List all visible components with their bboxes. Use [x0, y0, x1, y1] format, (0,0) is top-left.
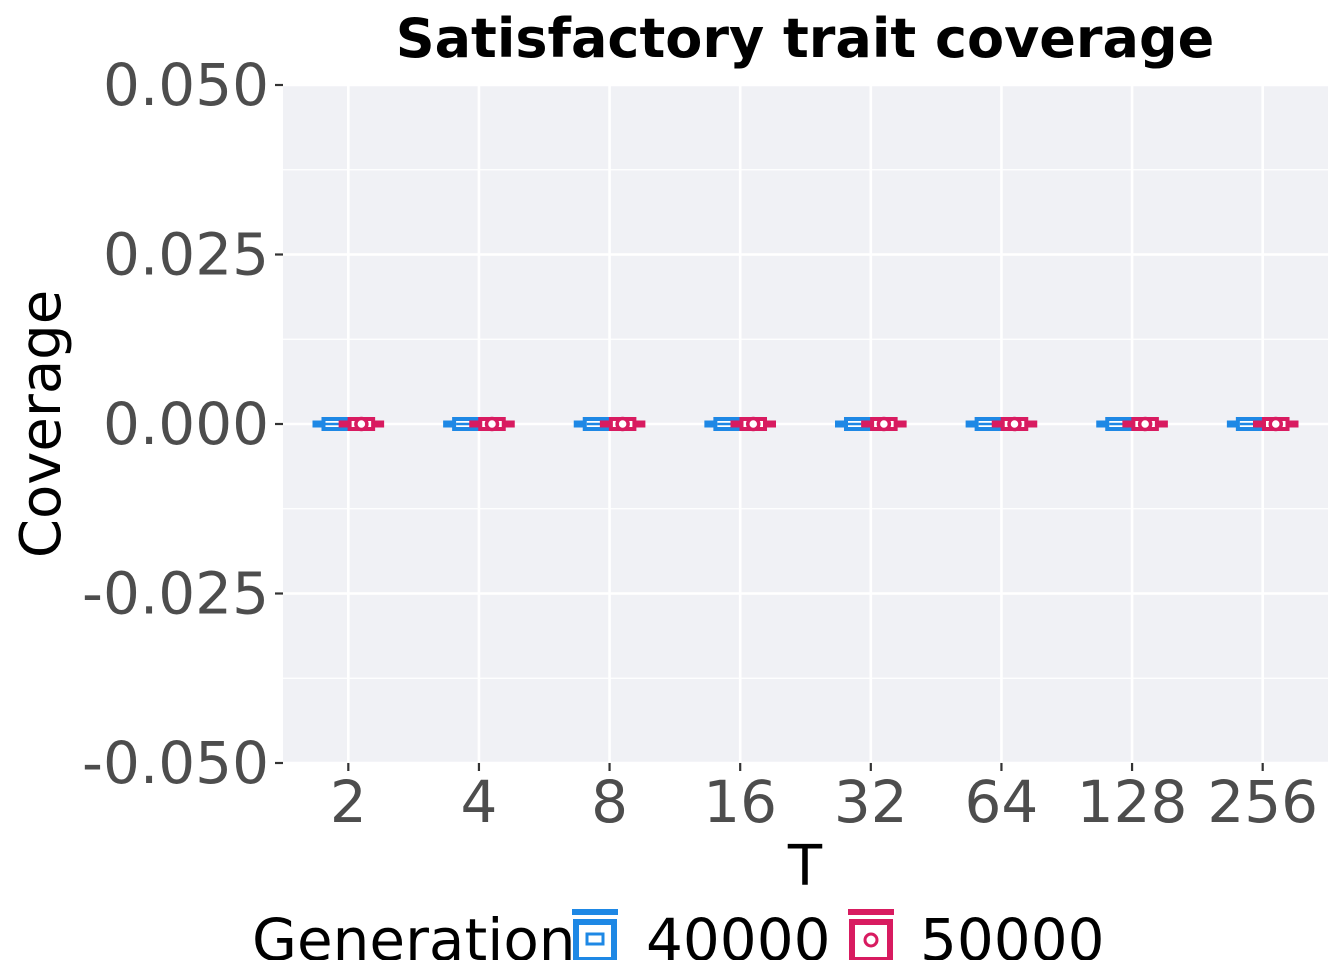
x-tick-label: 32	[834, 768, 908, 836]
boxes	[312, 416, 1299, 432]
legend-label-50000: 50000	[920, 906, 1105, 960]
box-50000-32	[861, 416, 907, 432]
chart-title: Satisfactory trait coverage	[396, 7, 1215, 70]
y-tick-label: -0.050	[82, 729, 269, 797]
x-axis: 2 4 8 16 32 64 128 256	[330, 763, 1318, 836]
median-dot	[484, 416, 500, 432]
legend-title: Generation	[252, 906, 576, 960]
legend-key-40000	[572, 909, 618, 960]
legend-key-50000	[848, 909, 894, 960]
legend-key-median	[585, 932, 605, 946]
legend-key-box	[573, 919, 617, 960]
x-tick-label: 2	[330, 768, 367, 836]
median-dot	[746, 416, 761, 432]
box-50000-16	[730, 416, 777, 432]
y-axis-label: Coverage	[9, 290, 74, 558]
median-dot	[1268, 416, 1283, 432]
box-50000-64	[991, 416, 1038, 432]
box-50000-2	[338, 416, 385, 432]
y-axis: 0.050 0.025 0.000 -0.025 -0.050	[82, 51, 283, 797]
box-50000-8	[599, 416, 646, 432]
x-tick-label: 64	[965, 768, 1039, 836]
y-tick-label: 0.050	[103, 51, 269, 119]
x-tick-label: 8	[591, 768, 628, 836]
x-tick-label: 128	[1077, 768, 1188, 836]
median-dot	[615, 416, 630, 432]
y-tick-label: -0.025	[82, 560, 269, 628]
median-dot	[1137, 416, 1153, 432]
median-dot	[876, 416, 892, 432]
x-tick-label: 256	[1207, 768, 1318, 836]
box-50000-128	[1122, 416, 1168, 432]
x-axis-label: T	[787, 834, 823, 899]
x-tick-label: 4	[460, 768, 497, 836]
legend-key-dot	[863, 932, 879, 948]
median-dot	[1007, 416, 1022, 432]
y-tick-label: 0.000	[103, 390, 269, 458]
median-dot	[354, 416, 369, 432]
legend-key-box	[849, 919, 893, 960]
x-tick-label: 16	[703, 768, 777, 836]
legend-label-40000: 40000	[646, 906, 831, 960]
legend: Generation 40000 50000	[252, 906, 1105, 960]
box-50000-256	[1252, 416, 1299, 432]
y-tick-label: 0.025	[103, 221, 269, 289]
box-50000-4	[469, 416, 515, 432]
